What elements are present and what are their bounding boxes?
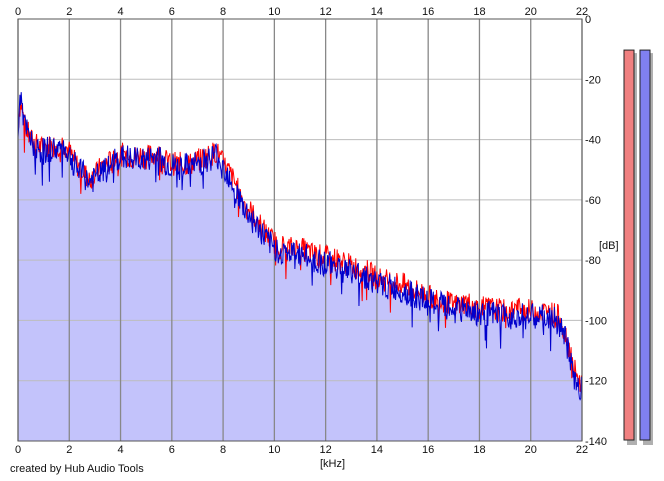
x-tick-label-top: 22 bbox=[576, 6, 588, 18]
x-tick-label-bottom: 22 bbox=[576, 444, 588, 456]
x-tick-label-bottom: 16 bbox=[422, 444, 434, 456]
x-tick-label-bottom: 0 bbox=[15, 444, 21, 456]
x-tick-label-top: 20 bbox=[525, 6, 537, 18]
x-tick-label-top: 10 bbox=[268, 6, 280, 18]
plot-border bbox=[17, 18, 583, 442]
x-tick-label-top: 0 bbox=[15, 6, 21, 18]
x-tick-label-top: 14 bbox=[371, 6, 383, 18]
meter-l bbox=[623, 49, 635, 441]
y-tick-label: -140 bbox=[585, 436, 607, 448]
y-tick-label: -100 bbox=[585, 315, 607, 327]
x-tick-label-top: 12 bbox=[320, 6, 332, 18]
x-tick-label-top: 6 bbox=[169, 6, 175, 18]
y-tick-label: -60 bbox=[585, 195, 601, 207]
credit-text: created by Hub Audio Tools bbox=[10, 463, 144, 475]
x-tick-label-top: 2 bbox=[66, 6, 72, 18]
x-tick-label-bottom: 14 bbox=[371, 444, 383, 456]
x-axis-label: [kHz] bbox=[320, 458, 346, 470]
x-tick-label-bottom: 10 bbox=[268, 444, 280, 456]
x-tick-label-top: 18 bbox=[473, 6, 485, 18]
x-tick-label-bottom: 20 bbox=[525, 444, 537, 456]
x-tick-label-top: 4 bbox=[117, 6, 123, 18]
x-tick-label-top: 8 bbox=[220, 6, 226, 18]
y-tick-label: 0 bbox=[585, 14, 591, 26]
y-tick-label: -120 bbox=[585, 376, 607, 388]
x-tick-label-bottom: 2 bbox=[66, 444, 72, 456]
x-tick-label-top: 16 bbox=[422, 6, 434, 18]
x-tick-label-bottom: 8 bbox=[220, 444, 226, 456]
y-axis-label: [dB] bbox=[599, 240, 619, 252]
meter-r bbox=[639, 49, 651, 441]
x-tick-label-bottom: 12 bbox=[320, 444, 332, 456]
y-tick-label: -80 bbox=[585, 255, 601, 267]
x-tick-label-bottom: 18 bbox=[473, 444, 485, 456]
y-tick-label: -20 bbox=[585, 74, 601, 86]
series-right-line bbox=[17, 92, 583, 401]
y-tick-label: -40 bbox=[585, 135, 601, 147]
x-tick-label-bottom: 6 bbox=[169, 444, 175, 456]
x-tick-label-bottom: 4 bbox=[117, 444, 123, 456]
